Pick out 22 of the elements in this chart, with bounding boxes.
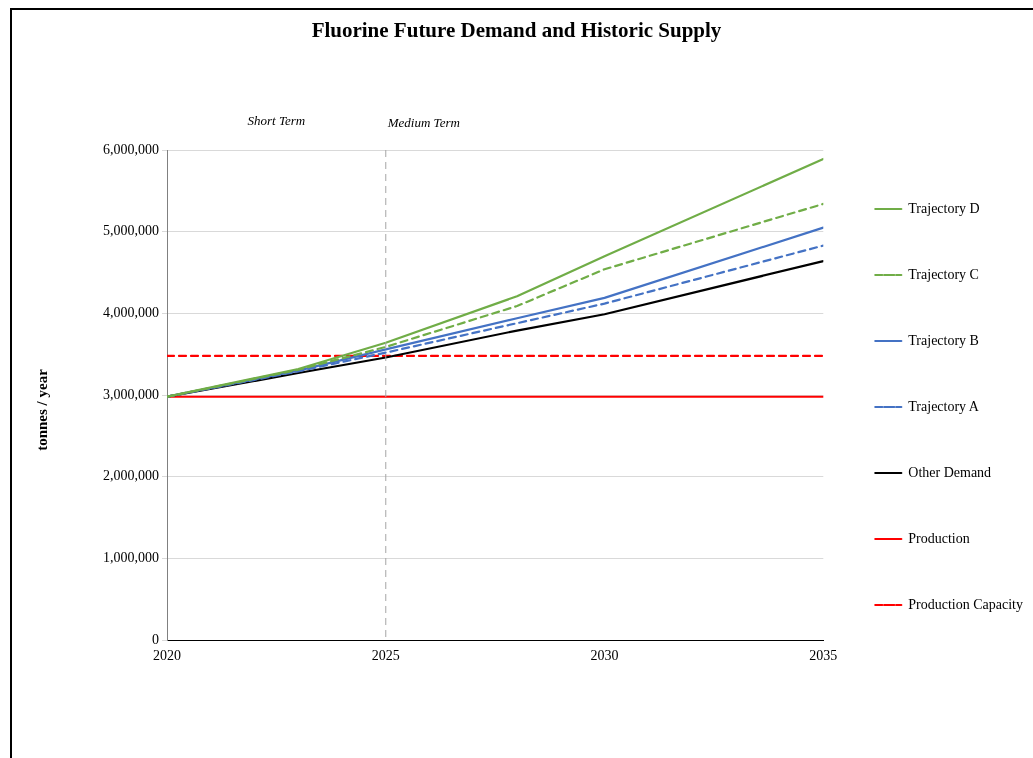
legend-label: Trajectory D [908, 200, 980, 216]
legend-label: Trajectory A [908, 398, 980, 414]
legend-label: Trajectory B [908, 332, 979, 348]
text: Short Term [247, 112, 306, 128]
y-tick-label: 3,000,000 [103, 386, 159, 402]
y-axis-title: tonnes / year [33, 369, 51, 451]
y-tick-label: 0 [152, 631, 159, 647]
x-tick-label: 2035 [809, 648, 838, 664]
chart-title: Fluorine Future Demand and Historic Supply [310, 18, 723, 43]
legend-label: Production [908, 530, 970, 546]
legend-label: Production Capacity [908, 596, 1023, 612]
y-tick-label: 6,000,000 [103, 141, 159, 157]
legend-label: Trajectory C [908, 266, 979, 282]
y-tick-label: 1,000,000 [103, 550, 159, 566]
x-tick-label: 2025 [371, 648, 400, 664]
legend-label: Other Demand [908, 464, 992, 480]
y-tick-label: 4,000,000 [103, 305, 159, 321]
x-tick-label: 2020 [153, 648, 181, 664]
x-tick-label: 2030 [590, 648, 619, 664]
y-tick-label: 2,000,000 [103, 468, 159, 484]
y-tick-label: 5,000,000 [103, 223, 159, 239]
ref-line-label: Medium Term [386, 114, 460, 130]
